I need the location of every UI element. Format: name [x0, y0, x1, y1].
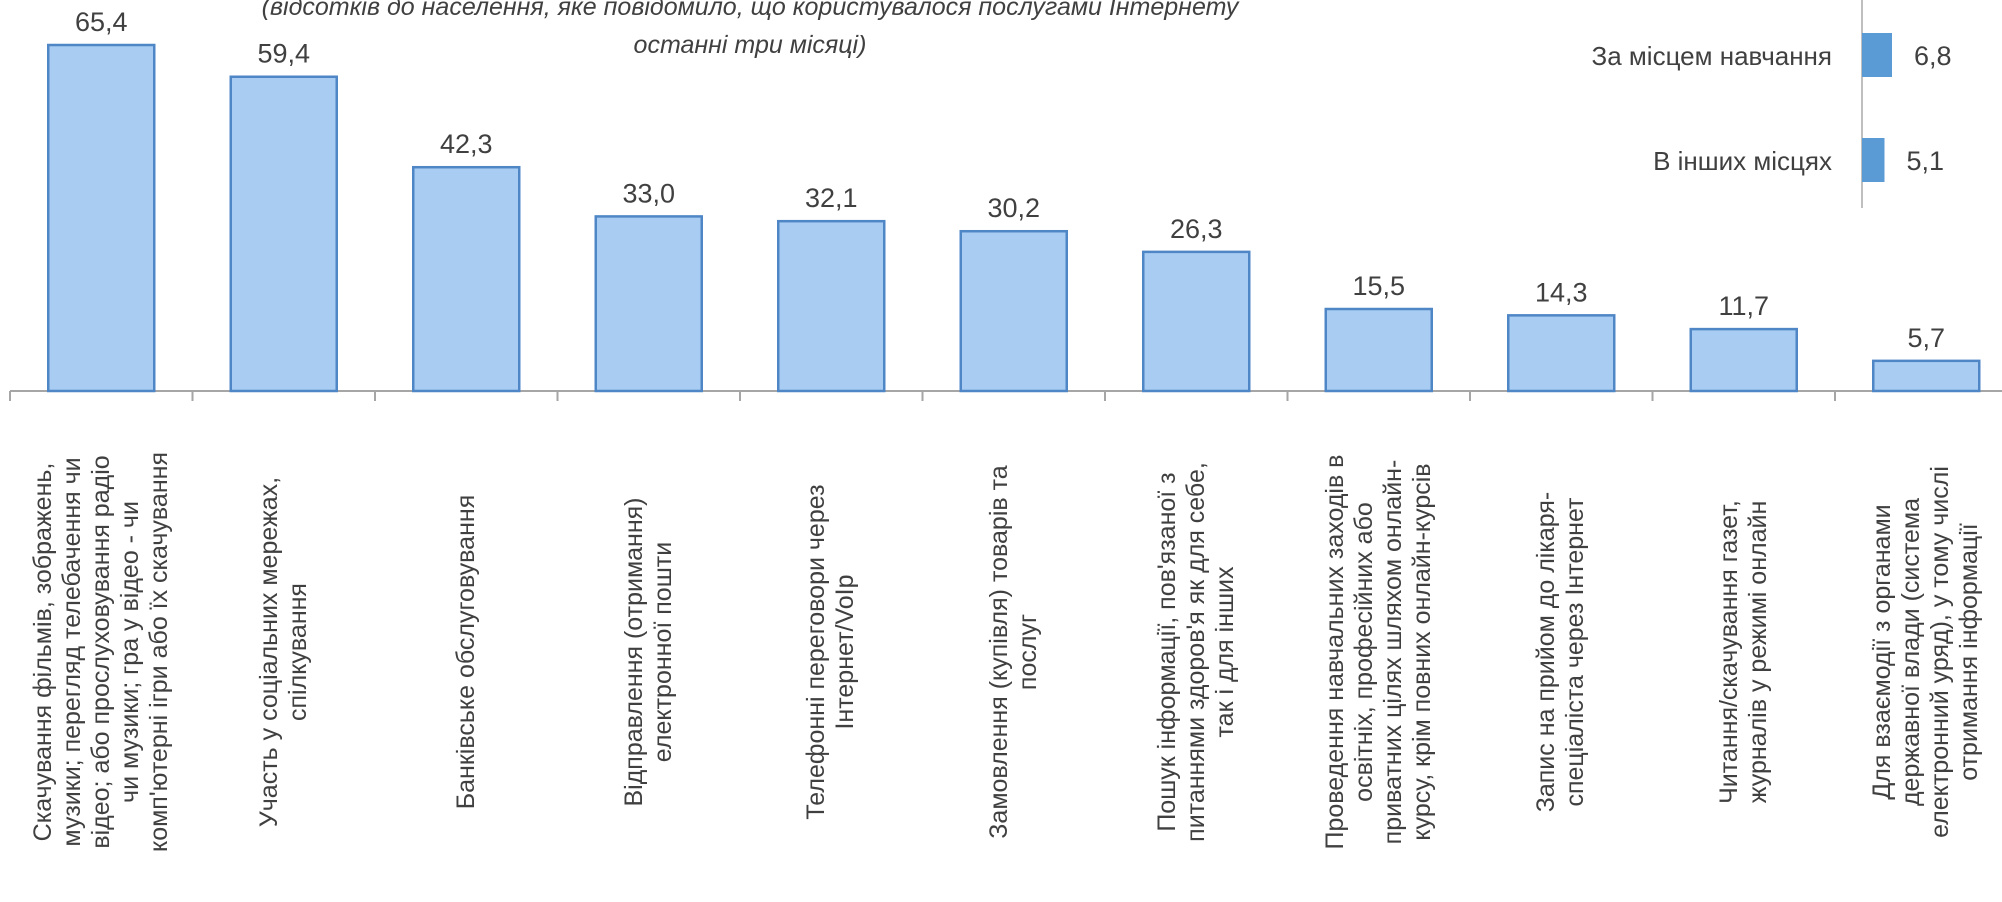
category-label: Пошук інформації, пов'язаної з питаннями …: [1153, 402, 1240, 902]
category-label-line: державної влади (система: [1897, 497, 1926, 807]
bar-value-label: 26,3: [1170, 214, 1223, 244]
side-bar: [1862, 138, 1885, 182]
category-label: Відправлення (отримання) електронної пошт…: [620, 402, 678, 902]
bar-value-label: 65,4: [75, 7, 128, 37]
category-label-line: освітніх, професійних або: [1349, 502, 1378, 802]
bar: [594, 215, 703, 393]
category-label-line: Читання/скачування газет,: [1714, 500, 1743, 804]
bar-value-label: 14,3: [1535, 277, 1588, 307]
bar: [1689, 327, 1798, 393]
category-label: Банківське обслуговування: [452, 402, 481, 902]
bar: [1507, 314, 1616, 393]
category-label-line: Скачування фільмів, зображень,: [28, 462, 57, 842]
category-label: Проведення навчальних заходів в освітніх,…: [1321, 402, 1437, 902]
category-label: Скачування фільмів, зображень, музики; пе…: [29, 402, 174, 902]
category-label: Для взаємодії з органами державної влади …: [1868, 402, 1984, 902]
category-label-line: Інтернет/VoIp: [831, 574, 860, 730]
category-label-line: Для взаємодії з органами: [1868, 504, 1897, 800]
subtitle-line-2: останні три місяці): [633, 31, 867, 59]
bar-value-label: 5,7: [1907, 323, 1945, 353]
chart-subtitle: (відсотків до населення, яке повідомило,…: [150, 0, 1350, 64]
category-label-line: курсу, крім повних онлайн-курсів: [1407, 463, 1436, 841]
side-bar-category-label: В інших місцях: [1653, 146, 1832, 176]
bar-value-label: 33,0: [622, 178, 675, 208]
bar: [1324, 307, 1433, 393]
bar-value-label: 30,2: [987, 193, 1040, 223]
category-label-line: Відправлення (отримання): [619, 497, 648, 807]
category-label-line: музики; перегляд телебачення чи: [57, 457, 86, 847]
category-label-line: комп'ютерні ігри або їх скачування: [144, 452, 173, 852]
bar: [1872, 359, 1981, 393]
category-label-line: електронний уряд), у тому числі: [1926, 466, 1955, 838]
category-label-line: журналів у режимі онлайн: [1743, 500, 1772, 804]
category-label-line: питаннями здоров'я як для себе,: [1181, 462, 1210, 842]
bar-value-label: 32,1: [805, 183, 858, 213]
side-bar: [1862, 33, 1892, 77]
bar: [1142, 250, 1251, 393]
category-label-line: так і для інших: [1210, 566, 1239, 738]
category-label-line: Запис на прийом до лікаря-: [1532, 491, 1561, 813]
bar: [412, 165, 521, 393]
side-bar-value-label: 6,8: [1914, 41, 1952, 71]
category-label-line: відео; або прослуховування радіо: [86, 455, 115, 849]
category-label-line: Замовлення (купівля) товарів та: [984, 465, 1013, 839]
bar: [47, 43, 156, 393]
category-label-line: приватних цілях шляхом онлайн-: [1378, 459, 1407, 845]
category-label: Запис на прийом до лікаря-спеціаліста че…: [1532, 402, 1590, 902]
bar: [229, 75, 338, 393]
side-bar-value-label: 5,1: [1907, 146, 1945, 176]
subtitle-line-1: (відсотків до населення, яке повідомило,…: [261, 0, 1239, 21]
category-label-line: Банківське обслуговування: [451, 494, 480, 810]
category-label-line: Участь у соціальних мережах,: [254, 476, 283, 828]
bar-value-label: 59,4: [257, 39, 310, 69]
bar: [959, 229, 1068, 393]
category-label-line: Проведення навчальних заходів в: [1320, 454, 1349, 850]
category-label-line: послуг: [1013, 613, 1042, 691]
category-label-line: чи музики; гра у відео - чи: [115, 501, 144, 803]
side-bar-category-label: За місцем навчання: [1592, 41, 1832, 71]
category-label-line: Пошук інформації, пов'язаної з: [1152, 472, 1181, 832]
bar-value-label: 15,5: [1352, 271, 1405, 301]
category-label-line: спеціаліста через Інтернет: [1561, 497, 1590, 807]
category-label: Телефонні переговори через Інтернет/VoIp: [802, 402, 860, 902]
category-label: Участь у соціальних мережах, спілкування: [255, 402, 313, 902]
category-label-line: електронної пошти: [648, 541, 677, 763]
category-label: Читання/скачування газет, журналів у режи…: [1715, 402, 1773, 902]
bar: [777, 219, 886, 393]
category-label-line: спілкування: [283, 583, 312, 721]
bar-value-label: 11,7: [1718, 291, 1769, 321]
category-label-line: отримання інформації: [1955, 523, 1984, 781]
bar-value-label: 42,3: [440, 129, 493, 159]
category-label: Замовлення (купівля) товарів та послуг: [985, 402, 1043, 902]
category-label-line: Телефонні переговори через: [802, 484, 831, 820]
